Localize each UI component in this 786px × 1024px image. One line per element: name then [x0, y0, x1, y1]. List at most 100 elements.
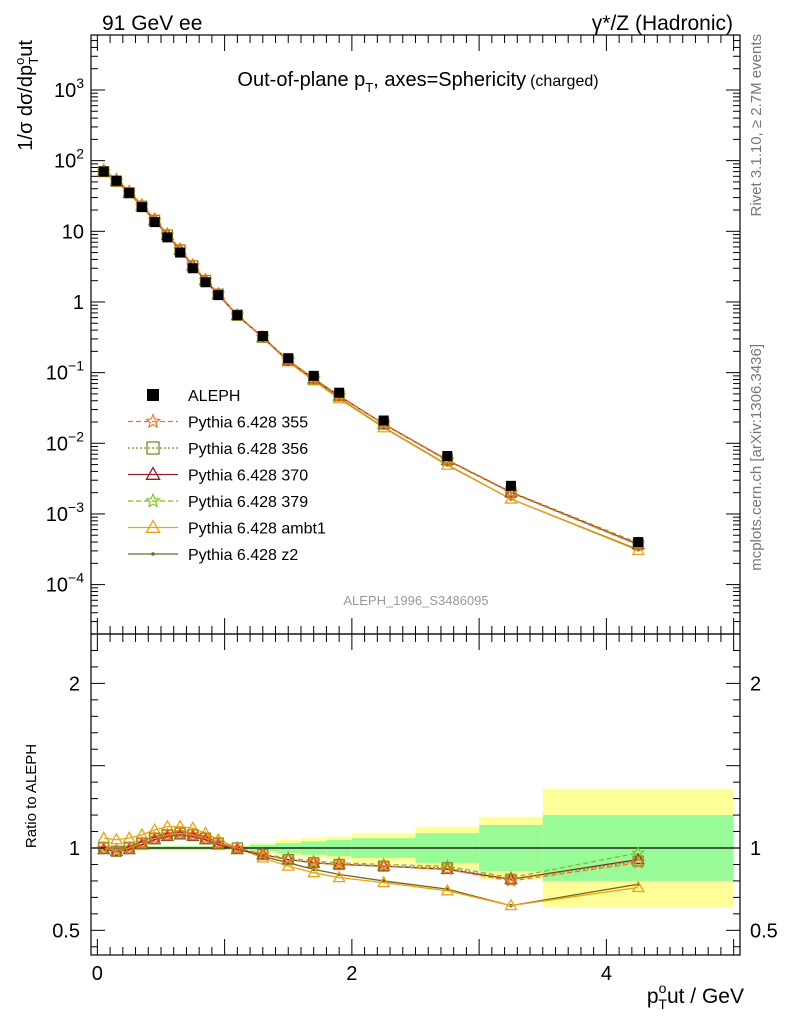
data-point-0: [98, 166, 109, 177]
data-point-10: [232, 310, 243, 321]
ratio-marker-p370-15: [377, 859, 391, 871]
main-plot-area: [96, 162, 646, 556]
ratio-marker-p355-11: [255, 847, 270, 861]
data-point-1: [111, 175, 122, 186]
ratio-marker-p355-0: [96, 840, 111, 854]
data-point-7: [187, 263, 198, 274]
data-point-2: [124, 187, 135, 198]
main-ytick-label-4: 1: [73, 292, 84, 314]
legend-label-p355: Pythia 6.428 355: [188, 415, 308, 432]
ratio-marker-p355-13: [306, 855, 321, 869]
data-point-6: [175, 247, 186, 258]
main-marker-p355-17: [504, 485, 518, 499]
ratio-marker-ambt1-9: [211, 832, 225, 845]
main-ytick-label-7: 103: [54, 75, 84, 102]
ratio-y-axis: 0.5 0.5 1 1 2 2: [52, 649, 778, 948]
mcplots-label: mcplots.cern.ch [arXiv:1306.3436]: [748, 344, 765, 571]
data-point-11: [257, 330, 268, 341]
main-line-z2: [103, 171, 639, 551]
ratio-marker-ambt1-13: [307, 865, 321, 878]
main-ytick-label-0: 10−4: [46, 570, 84, 597]
main-marker-ambt1-17: [504, 491, 518, 504]
ratio-marker-p355-4: [147, 830, 162, 845]
ratio-marker-ambt1-8: [198, 826, 213, 838]
main-line-p356: [103, 171, 639, 546]
ratio-marker-p355-8: [198, 830, 213, 845]
legend-label-p356: Pythia 6.428 356: [188, 441, 308, 458]
ratio-marker-p355-3: [134, 835, 149, 849]
ratio-ytick-label-right-1: 1: [750, 838, 761, 860]
legend-marker-p370: [145, 466, 161, 480]
ratio-ytick-label-left-0: 0.5: [52, 920, 80, 942]
main-y-axis-label: 1/σ dσ/dpoTut: [12, 40, 41, 151]
legend: ALEPH Pythia 6.428 355 Pythia 6.428 356 Pyt…: [128, 388, 326, 564]
legend-label-ambt1: Pythia 6.428 ambt1: [188, 521, 326, 538]
energy-label: 91 GeV ee: [102, 12, 202, 35]
ratio-marker-p355-16: [440, 862, 455, 876]
ratio-marker-p355-7: [185, 827, 200, 841]
ratio-marker-ambt1-18: [631, 880, 645, 893]
ratio-marker-p355-2: [122, 840, 136, 854]
ratio-marker-p355-12: [281, 852, 296, 866]
ratio-marker-p379-15: [376, 857, 391, 871]
ratio-marker-p355-15: [376, 858, 391, 873]
main-ytick-label-1: 10−3: [46, 499, 84, 526]
ratio-marker-p379-13: [306, 853, 321, 867]
ratio-marker-p370-18: [631, 852, 645, 865]
main-line-p355: [103, 171, 639, 546]
ratio-marker-p355-10: [230, 840, 245, 854]
ratio-x-axis: 0 2 4: [92, 634, 735, 985]
ratio-panel: 0.5 0.5 1 1 2 2 0 2 4 Ratio to ALEPH po Tut / Ge…: [23, 633, 778, 1012]
ratio-marker-ambt1-0: [97, 831, 111, 843]
data-point-18: [633, 537, 644, 548]
data-point-8: [200, 277, 211, 288]
main-line-p370: [103, 171, 639, 545]
ratio-marker-p379-1: [109, 842, 124, 856]
main-line-ambt1: [103, 169, 639, 552]
legend-marker-z2: [151, 552, 155, 556]
legend-marker-p355: [144, 413, 162, 429]
data-point-5: [162, 232, 173, 243]
ratio-marker-p379-14: [332, 855, 347, 869]
ratio-marker-p355-9: [211, 835, 226, 849]
ratio-marker-p355-14: [332, 857, 347, 871]
ratio-marker-p379-17: [504, 870, 518, 884]
main-ytick-label-6: 102: [54, 146, 84, 173]
xtick-label-1: 2: [346, 963, 357, 985]
ratio-marker-ambt1-17: [504, 898, 518, 911]
legend-marker-p379: [144, 492, 162, 508]
main-line-p379: [103, 171, 639, 544]
legend-marker-p356: [146, 441, 160, 455]
ratio-marker-p370-14: [332, 857, 346, 870]
ratio-marker-ambt1-7: [186, 821, 200, 833]
ratio-marker-ambt1-15: [377, 875, 391, 888]
ratio-marker-ambt1-14: [332, 870, 346, 883]
legend-marker-data: [147, 389, 159, 401]
ratio-marker-p355-1: [109, 843, 124, 858]
main-ytick-label-3: 10−1: [46, 358, 84, 385]
ratio-ytick-label-left-1: 1: [69, 838, 80, 860]
ratio-marker-p355-6: [173, 825, 187, 839]
ratio-marker-p355-5: [160, 827, 175, 841]
ratio-plot-area: [91, 788, 740, 911]
ratio-ytick-label-right-2: 2: [750, 673, 761, 695]
ratio-marker-p355-17: [504, 873, 518, 887]
ratio-y-axis-label: Ratio to ALEPH: [23, 744, 40, 848]
xtick-label-2: 4: [601, 963, 612, 985]
main-ytick-label-5: 10: [62, 221, 84, 243]
data-point-9: [213, 290, 224, 301]
ratio-marker-p379-18: [631, 845, 646, 859]
analysis-id-label: ALEPH_1996_S3486095: [343, 593, 488, 608]
data-point-17: [505, 480, 516, 491]
legend-marker-ambt1: [145, 519, 161, 533]
data-point-15: [378, 415, 389, 426]
legend-label-p379: Pythia 6.428 379: [188, 494, 308, 511]
ratio-ytick-label-right-0: 0.5: [750, 920, 778, 942]
data-point-16: [442, 451, 453, 462]
legend-label-z2: Pythia 6.428 z2: [188, 547, 298, 564]
ratio-marker-p379-12: [281, 850, 296, 864]
ratio-marker-ambt1-12: [281, 859, 295, 871]
legend-label-p370: Pythia 6.428 370: [188, 468, 308, 485]
ratio-ytick-label-left-2: 2: [69, 673, 80, 695]
